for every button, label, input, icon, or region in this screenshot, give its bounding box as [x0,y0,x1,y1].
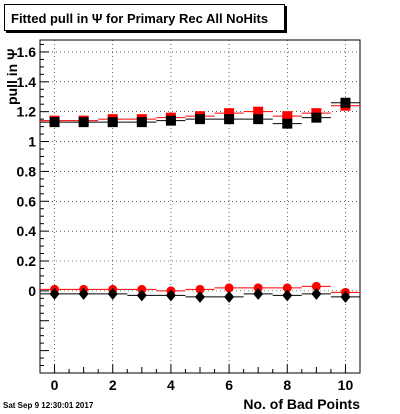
plot-frame [39,39,361,374]
x-tick-label: 4 [167,377,175,393]
data-point [136,289,147,302]
data-point [224,108,235,119]
data-point [224,114,235,125]
data-point [253,114,264,125]
y-tick-label: 1 [28,134,36,150]
x-tick-label: 2 [109,377,117,393]
data-point [282,118,293,129]
data-point [282,111,293,122]
data-point [107,117,118,128]
y-tick-label: 0.2 [17,253,37,269]
chart-title: Fitted pull in Ψ for Primary Rec All NoH… [11,11,269,26]
data-point [78,287,89,300]
timestamp: Sat Sep 9 12:30:01 2017 [3,401,94,410]
data-point [165,289,176,302]
x-axis-label: No. of Bad Points [243,396,360,412]
x-tick-label: 8 [283,377,291,393]
data-point [195,290,205,303]
data-point [195,114,205,125]
data-point [49,117,60,128]
data-point [78,117,89,128]
data-point [340,290,351,303]
data-point [311,112,322,123]
data-point [165,115,176,126]
x-tick-label: 0 [51,377,59,393]
y-axis-label: pull in Ψ [4,48,20,105]
y-tick-label: 1.2 [17,104,37,120]
data-point [340,97,351,108]
x-tick-label: 6 [225,377,233,393]
data-point [136,117,147,128]
data-point [253,287,264,300]
y-tick-label: 1.4 [17,74,37,90]
data-point [195,284,205,294]
data-point [282,283,292,293]
y-tick-label: 0.4 [17,223,37,239]
title-box: Fitted pull in Ψ for Primary Rec All NoH… [4,4,285,31]
data-point [311,287,322,300]
data-point [253,106,264,117]
data-point [311,281,321,291]
data-point [107,287,118,300]
data-point [282,289,293,302]
y-tick-label: 0.6 [17,193,37,209]
y-tick-label: 0 [28,283,36,299]
x-tick-label: 10 [338,377,354,393]
y-tick-label: 1.6 [17,44,37,60]
y-tick-label: 0.8 [17,163,37,179]
data-point [224,283,234,293]
data-point [224,290,235,303]
data-point [49,287,60,300]
